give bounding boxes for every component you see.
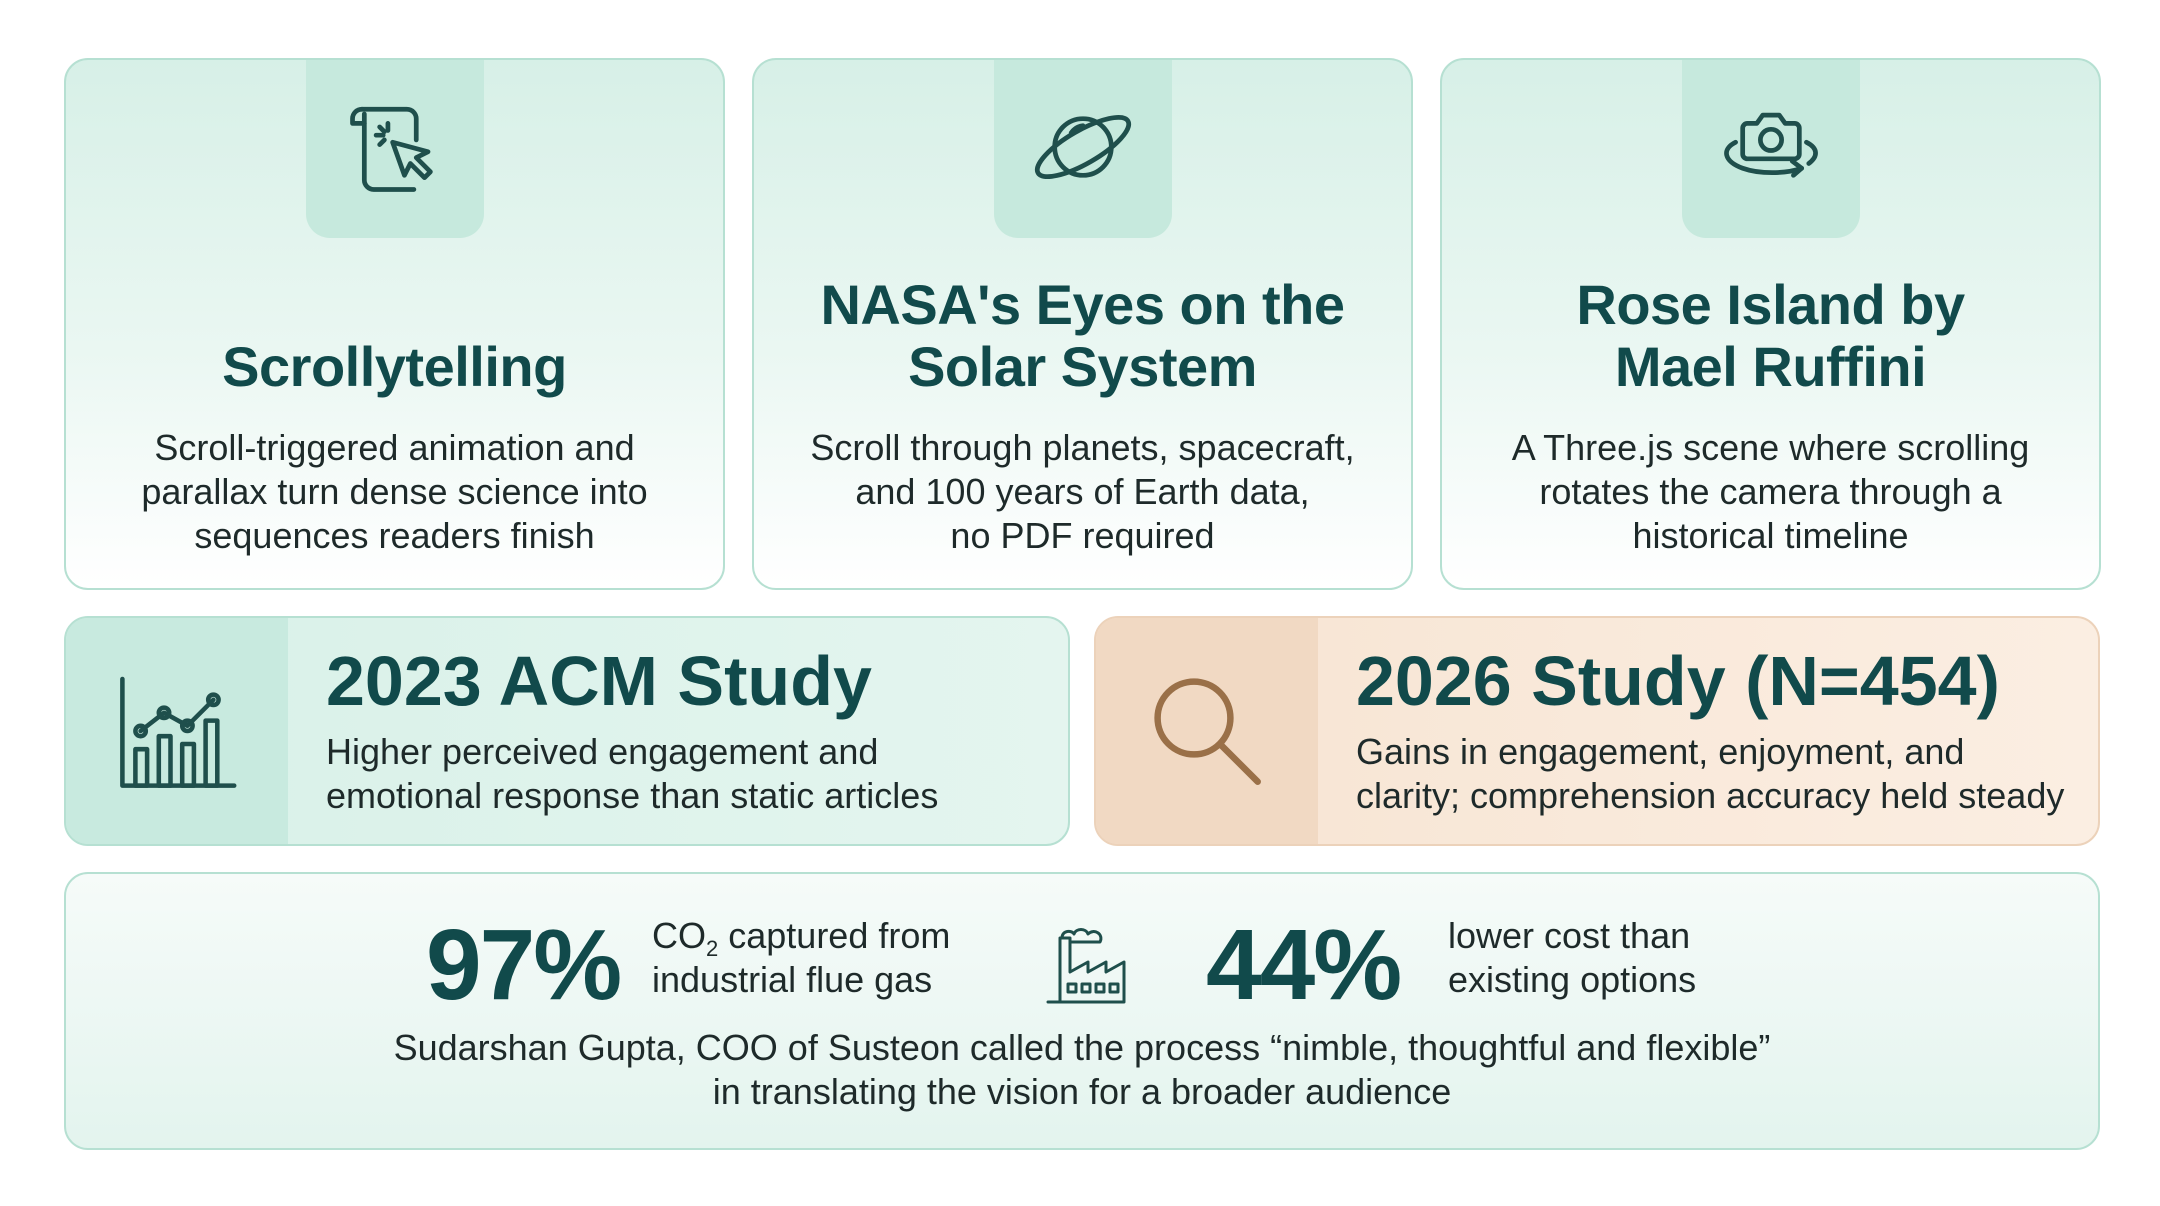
card-nasa-eyes: NASA's Eyes on the Solar System Scroll t… bbox=[752, 58, 1413, 590]
icon-tab bbox=[305, 60, 484, 238]
study-title: 2026 Study (N=454) bbox=[1356, 642, 2000, 720]
stat-value-capture: 97% bbox=[426, 909, 622, 1021]
icon-panel bbox=[66, 618, 288, 844]
card-description: A Three.js scene where scrolling rotates… bbox=[1511, 427, 2030, 556]
stat-description-capture: CO2 captured from industrial flue gas bbox=[652, 915, 951, 1000]
card-acm-study: 2023 ACM Study Higher perceived engageme… bbox=[64, 616, 1070, 846]
stats-quote-card: 97% CO2 captured from industrial flue ga… bbox=[64, 872, 2100, 1150]
card-rose-island: Rose Island by Mael Ruffini A Three.js s… bbox=[1440, 58, 2101, 590]
magnifier-icon bbox=[1154, 678, 1261, 785]
stat-value-cost: 44% bbox=[1206, 909, 1402, 1021]
icon-tab bbox=[993, 60, 1172, 238]
icon-tab bbox=[1681, 60, 1860, 238]
testimonial-quote: Sudarshan Gupta, COO of Susteon called t… bbox=[393, 1027, 1771, 1112]
card-scrollytelling: Scrollytelling Scroll-triggered animatio… bbox=[64, 58, 725, 590]
card-title: Rose Island by Mael Ruffini bbox=[1576, 273, 1965, 398]
icon-panel bbox=[1096, 618, 1318, 844]
study-description: Gains in engagement, enjoyment, and clar… bbox=[1356, 731, 2065, 816]
scroll-cursor-icon bbox=[349, 106, 433, 192]
card-description: Scroll-triggered animation and parallax … bbox=[141, 427, 648, 556]
bar-line-chart-icon bbox=[120, 676, 237, 788]
card-title: Scrollytelling bbox=[222, 335, 567, 398]
card-title: NASA's Eyes on the Solar System bbox=[820, 273, 1345, 398]
study-title: 2023 ACM Study bbox=[326, 642, 872, 720]
card-2026-study: 2026 Study (N=454) Gains in engagement, … bbox=[1094, 616, 2100, 846]
planet-icon bbox=[1034, 114, 1131, 180]
card-description: Scroll through planets, spacecraft, and … bbox=[810, 427, 1355, 556]
rotate-camera-icon bbox=[1723, 112, 1818, 178]
stat-description-cost: lower cost than existing options bbox=[1448, 915, 1697, 1000]
factory-icon bbox=[1046, 928, 1126, 1004]
study-description: Higher perceived engagement and emotiona… bbox=[326, 731, 939, 816]
